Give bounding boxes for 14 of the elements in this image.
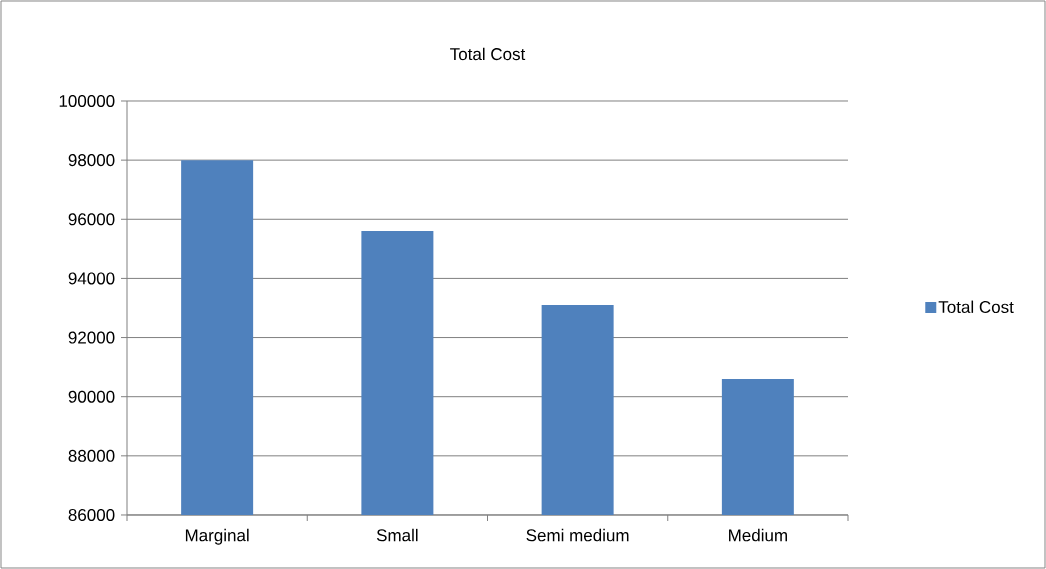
y-tick-label: 90000	[68, 390, 115, 403]
y-tick-label: 92000	[68, 331, 115, 344]
y-tick-label: 86000	[68, 508, 115, 522]
y-tick-label: 98000	[68, 154, 115, 167]
x-tick-label: Semi medium	[526, 528, 629, 542]
chart-title: Total Cost	[450, 47, 526, 61]
x-tick-label: Small	[376, 528, 418, 542]
y-tick-label: 100000	[59, 94, 115, 108]
y-tick-label: 96000	[68, 213, 115, 226]
x-tick-label: Medium	[729, 528, 787, 542]
x-tick-label: Marginal	[185, 528, 249, 545]
legend-label: Total Cost	[938, 300, 1014, 314]
y-tick-label: 94000	[68, 272, 115, 285]
y-tick-label: 88000	[68, 449, 115, 462]
